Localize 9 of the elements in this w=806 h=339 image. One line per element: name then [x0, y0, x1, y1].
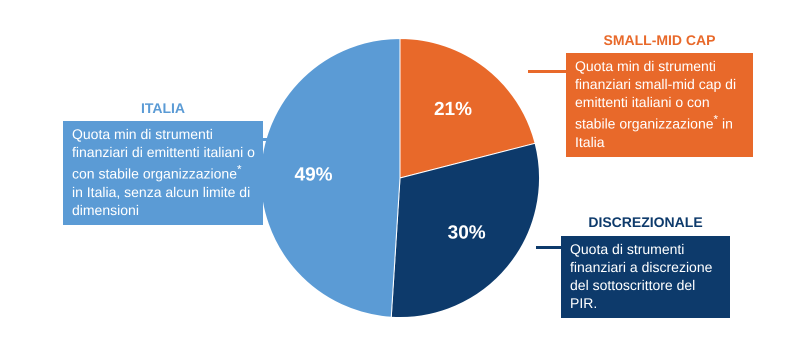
text: Quota min di strumenti finanziari di emittenti italiani o con stabile organizzazione$^{*}$ in Italia, senza alcun limite di dimensioni	[63, 121, 263, 225]
data-label: 30%	[448, 222, 486, 244]
text: Quota di strumenti finanziari a discrezione del sottoscrittore del PIR.	[561, 236, 730, 318]
data-label: 21%	[434, 98, 472, 120]
slice-label: ITALIA	[140, 100, 186, 116]
slice-label: DISCREZIONALE	[587, 214, 704, 230]
slice-label: SMALL-MID CAP	[602, 32, 716, 48]
text: Quota min di strumenti finanziari small-mid cap di emittenti italiani o con stabile organizzazione$^{*}$ in Italia	[575, 58, 736, 150]
data-label: 49%	[294, 164, 333, 186]
